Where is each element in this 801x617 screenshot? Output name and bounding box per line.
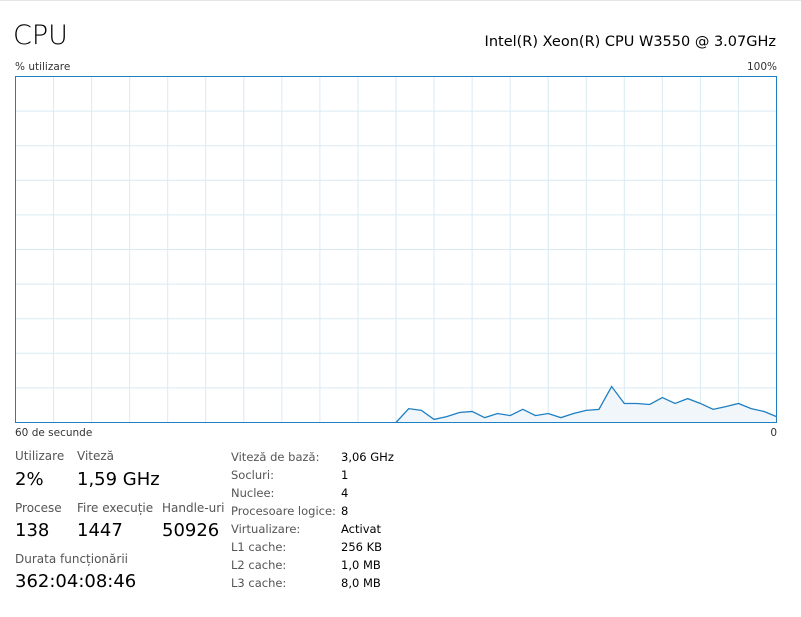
detail-value: 1,0 MB	[341, 558, 381, 572]
detail-label: Viteză de bază:	[231, 450, 320, 464]
handles-label: Handle-uri	[162, 501, 225, 515]
detail-label: L3 cache:	[231, 576, 287, 590]
speed-label: Viteză	[77, 449, 115, 463]
detail-value: 1	[341, 468, 349, 482]
utilization-label: Utilizare	[15, 449, 65, 463]
y-axis-label: % utilizare	[15, 61, 71, 73]
detail-label: L1 cache:	[231, 540, 287, 554]
processes-label: Procese	[15, 501, 62, 515]
x-left-label: 60 de secunde	[15, 427, 93, 439]
top-divider	[0, 0, 801, 1]
detail-value: 8,0 MB	[341, 576, 381, 590]
detail-label: Procesoare logice:	[231, 504, 336, 518]
detail-value: 4	[341, 486, 349, 500]
cpu-utilization-graph	[15, 76, 777, 423]
handles-value: 50926	[162, 520, 220, 541]
utilization-value: 2%	[15, 469, 44, 490]
detail-label: Virtualizare:	[231, 522, 301, 536]
cpu-model-name: Intel(R) Xeon(R) CPU W3550 @ 3.07GHz	[484, 34, 776, 50]
uptime-label: Durata funcționării	[15, 552, 128, 566]
page-title: CPU	[13, 20, 68, 51]
detail-label: L2 cache:	[231, 558, 287, 572]
utilization-area	[396, 386, 777, 423]
detail-value: 256 KB	[341, 540, 383, 554]
y-max-label: 100%	[746, 61, 777, 73]
detail-label: Nuclee:	[231, 486, 275, 500]
x-right-label: 0	[770, 427, 777, 439]
detail-value: 3,06 GHz	[341, 450, 394, 464]
threads-label: Fire execuție	[77, 501, 154, 515]
detail-label: Socluri:	[231, 468, 274, 482]
threads-value: 1447	[77, 520, 123, 541]
uptime-value: 362:04:08:46	[15, 571, 137, 592]
speed-value: 1,59 GHz	[77, 469, 160, 490]
processes-value: 138	[15, 520, 50, 541]
graph-border	[15, 76, 777, 423]
detail-value: 8	[341, 504, 349, 518]
detail-value: Activat	[341, 522, 382, 536]
